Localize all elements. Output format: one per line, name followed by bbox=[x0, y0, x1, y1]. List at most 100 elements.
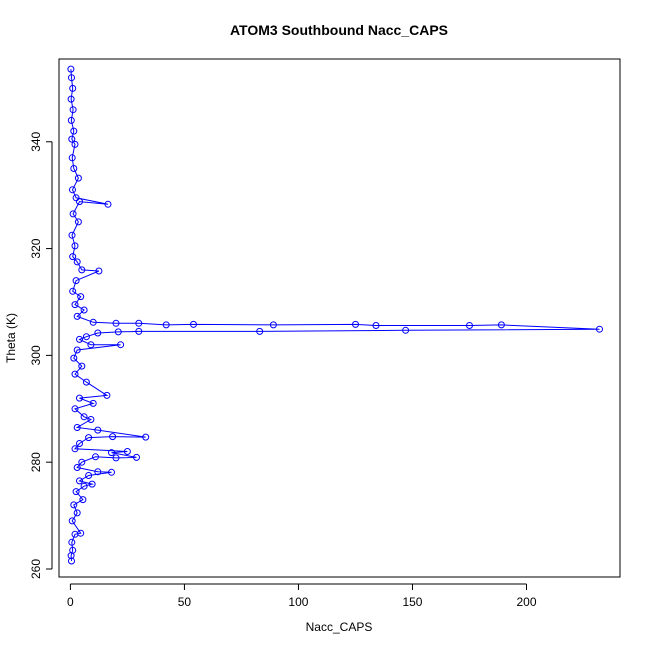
data-point bbox=[76, 477, 83, 485]
data-point bbox=[112, 454, 120, 462]
data-point bbox=[69, 210, 77, 218]
data-point bbox=[71, 140, 79, 148]
data-point bbox=[112, 319, 120, 327]
data-point bbox=[76, 394, 83, 402]
data-point bbox=[87, 341, 95, 349]
data-point bbox=[497, 321, 505, 329]
data-point bbox=[71, 301, 79, 309]
data-point bbox=[95, 267, 103, 275]
y-axis-label: Theta (K) bbox=[4, 313, 18, 363]
data-point bbox=[71, 530, 79, 538]
data-point bbox=[68, 538, 76, 546]
data-point bbox=[87, 416, 95, 423]
y-tick-label: 340 bbox=[29, 131, 43, 151]
series-line bbox=[70, 69, 600, 562]
data-point bbox=[76, 198, 83, 206]
data-point bbox=[372, 322, 380, 329]
data-point bbox=[68, 557, 75, 565]
plot-series bbox=[67, 65, 603, 565]
data-point bbox=[73, 312, 81, 320]
data-point bbox=[135, 327, 143, 335]
data-point bbox=[104, 200, 112, 208]
data-point bbox=[71, 405, 79, 413]
data-point bbox=[71, 242, 79, 250]
data-point bbox=[256, 327, 264, 335]
data-point bbox=[109, 433, 117, 441]
data-point bbox=[74, 218, 82, 226]
data-point bbox=[72, 277, 80, 285]
data-point bbox=[103, 391, 111, 399]
data-point bbox=[73, 258, 81, 266]
data-point bbox=[70, 354, 78, 362]
data-point bbox=[80, 482, 88, 490]
data-point bbox=[77, 293, 85, 301]
data-point bbox=[67, 552, 75, 560]
data-point bbox=[67, 65, 75, 73]
data-point bbox=[67, 116, 75, 124]
data-point bbox=[72, 488, 80, 496]
data-point bbox=[68, 135, 76, 143]
y-tick-label: 280 bbox=[29, 452, 43, 472]
data-point bbox=[69, 84, 77, 92]
data-point bbox=[80, 413, 88, 421]
data-point bbox=[67, 95, 75, 103]
y-tick-label: 300 bbox=[29, 345, 43, 365]
data-point bbox=[133, 453, 140, 461]
data-point bbox=[94, 468, 102, 476]
data-point bbox=[88, 480, 96, 488]
data-point bbox=[76, 440, 83, 447]
data-point bbox=[69, 186, 76, 194]
data-point bbox=[352, 320, 359, 328]
data-point bbox=[68, 154, 76, 162]
x-tick-label: 200 bbox=[516, 595, 536, 609]
data-point bbox=[82, 333, 90, 341]
x-tick-label: 50 bbox=[178, 595, 192, 609]
data-point bbox=[108, 449, 115, 457]
x-tick-label: 0 bbox=[67, 595, 74, 609]
x-tick-label: 150 bbox=[402, 595, 422, 609]
data-point bbox=[71, 445, 79, 453]
data-point bbox=[94, 426, 102, 434]
data-point bbox=[108, 468, 115, 476]
data-point bbox=[69, 106, 77, 114]
data-point bbox=[79, 496, 87, 504]
plot-axes: 0 50 100 150 200 260 280 300 320 340 bbox=[29, 131, 537, 609]
data-point bbox=[71, 370, 79, 378]
x-tick-label: 100 bbox=[288, 595, 308, 609]
data-point bbox=[69, 253, 77, 261]
data-point bbox=[73, 424, 81, 431]
data-point bbox=[73, 346, 81, 354]
data-point bbox=[89, 318, 97, 326]
data-point bbox=[74, 174, 82, 182]
data-point bbox=[78, 362, 86, 370]
data-point bbox=[78, 266, 86, 274]
data-point bbox=[68, 231, 76, 239]
data-point bbox=[69, 287, 77, 295]
data-point bbox=[85, 434, 93, 442]
data-point bbox=[466, 322, 473, 329]
y-tick-label: 260 bbox=[29, 559, 43, 579]
data-point bbox=[190, 320, 197, 328]
data-point bbox=[78, 458, 86, 466]
data-point bbox=[76, 335, 83, 343]
data-point bbox=[73, 509, 81, 517]
data-point bbox=[92, 453, 99, 461]
y-tick-label: 320 bbox=[29, 238, 43, 258]
data-point bbox=[70, 127, 78, 135]
data-point bbox=[94, 329, 102, 337]
data-point bbox=[135, 319, 143, 327]
data-point bbox=[89, 399, 97, 407]
data-point bbox=[82, 378, 90, 386]
data-point bbox=[117, 341, 125, 349]
data-point bbox=[73, 464, 81, 471]
data-point bbox=[70, 165, 78, 172]
data-point bbox=[68, 517, 76, 525]
x-axis-label: Nacc_CAPS bbox=[306, 620, 373, 634]
data-point bbox=[142, 433, 150, 441]
data-point bbox=[70, 501, 78, 509]
data-point bbox=[114, 328, 122, 336]
plot-frame bbox=[58, 58, 621, 578]
data-point bbox=[123, 448, 131, 455]
